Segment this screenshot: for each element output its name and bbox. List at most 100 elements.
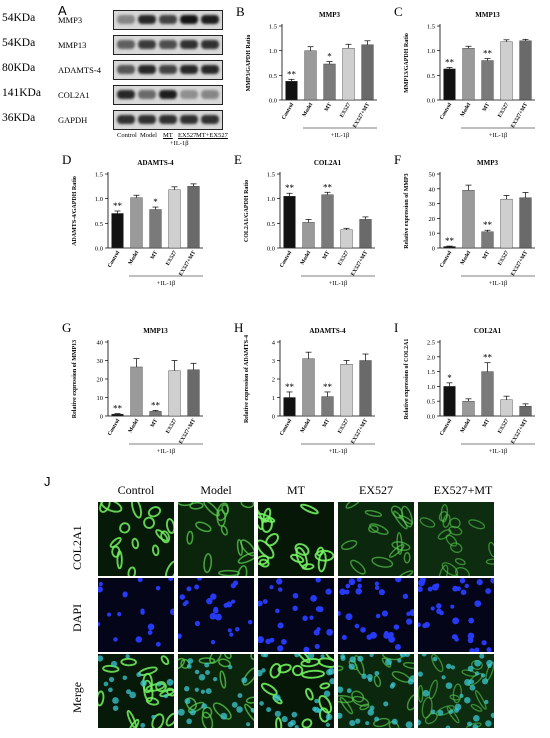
y-tick-label: 0.5 xyxy=(269,73,277,80)
if-nucleus xyxy=(435,583,440,588)
if-cell xyxy=(221,504,229,515)
if-nucleus xyxy=(169,608,174,616)
if-nucleus xyxy=(228,664,233,670)
significance-label: * xyxy=(327,52,332,62)
if-nucleus xyxy=(98,582,103,587)
if-nucleus xyxy=(135,636,143,643)
if-nucleus xyxy=(323,690,331,697)
if-nucleus xyxy=(393,624,400,630)
wb-blot-strip xyxy=(113,85,223,105)
if-nucleus xyxy=(383,701,389,707)
significance-label: ** xyxy=(483,220,493,230)
if-nucleus xyxy=(338,712,343,719)
wb-band xyxy=(159,90,177,99)
if-nucleus xyxy=(273,694,281,702)
if-nucleus xyxy=(108,676,115,683)
if-nucleus xyxy=(112,697,119,704)
wb-blot-strip xyxy=(113,35,223,55)
if-cell xyxy=(236,538,244,556)
if-nucleus xyxy=(390,682,396,687)
if-nucleus xyxy=(325,713,333,721)
if-cell xyxy=(305,687,314,701)
if-cell xyxy=(338,665,344,672)
if-nucleus xyxy=(485,588,492,594)
if-nucleus xyxy=(469,684,476,691)
if-cell xyxy=(371,556,394,568)
if-cell xyxy=(127,718,140,728)
if-nucleus xyxy=(421,654,427,657)
wb-protein-label: COL2A1 xyxy=(58,90,90,100)
if-nucleus xyxy=(303,646,310,652)
bar xyxy=(462,48,475,101)
wb-protein-label: MMP13 xyxy=(58,40,87,50)
y-tick-label: 1.5 xyxy=(427,24,435,31)
if-cell xyxy=(301,669,325,679)
category-label: EX527 xyxy=(497,102,510,119)
if-nucleus xyxy=(200,689,206,694)
category-label: Control xyxy=(439,250,454,269)
if-nucleus xyxy=(184,686,190,692)
bar xyxy=(443,68,456,101)
if-haze xyxy=(178,502,254,576)
y-tick-label: 1.5 xyxy=(95,172,103,179)
if-nucleus xyxy=(294,654,300,658)
if-nucleus xyxy=(292,605,298,612)
if-cell xyxy=(290,553,305,564)
if-nucleus xyxy=(108,687,113,693)
if-cell xyxy=(219,670,227,689)
if-nucleus xyxy=(179,594,186,600)
if-nucleus xyxy=(361,673,367,679)
panel-letter: C xyxy=(394,4,403,19)
if-nucleus xyxy=(261,668,266,673)
wb-band xyxy=(117,115,135,124)
if-nucleus xyxy=(395,578,402,583)
bar xyxy=(168,370,181,417)
if-nucleus xyxy=(236,706,243,713)
category-label: Model xyxy=(300,418,313,434)
bar xyxy=(481,371,494,417)
chart-title: MMP13 xyxy=(475,11,500,19)
bar xyxy=(168,189,181,249)
if-row-label: COL2A1 xyxy=(70,525,84,570)
y-tick-label: 10 xyxy=(97,395,104,402)
if-nucleus xyxy=(231,599,236,604)
if-cell xyxy=(454,558,466,566)
if-cell xyxy=(258,555,270,566)
if-cell xyxy=(452,683,463,704)
wb-band xyxy=(201,65,219,74)
panel-letter: F xyxy=(394,152,401,167)
if-nucleus xyxy=(325,588,332,595)
if-cell xyxy=(435,704,455,717)
if-nucleus xyxy=(155,585,161,591)
if-nucleus xyxy=(277,622,284,629)
if-cell xyxy=(131,537,140,550)
wb-lane-label: MT xyxy=(163,132,173,139)
if-cell xyxy=(102,664,120,673)
bar xyxy=(283,397,296,417)
category-label: Control xyxy=(279,418,294,437)
if-cell xyxy=(396,532,403,555)
if-nucleus xyxy=(269,637,275,643)
y-tick-label: 1.5 xyxy=(427,369,435,376)
if-nucleus xyxy=(469,648,475,652)
if-nucleus xyxy=(147,623,155,631)
if-nucleus xyxy=(315,578,321,583)
category-label: MT xyxy=(482,418,492,429)
if-cell xyxy=(275,717,283,728)
if-cell xyxy=(406,693,414,711)
if-cell xyxy=(245,696,254,704)
if-cell xyxy=(258,558,270,568)
if-nucleus xyxy=(178,708,185,716)
if-row-label: Merge xyxy=(70,681,84,713)
significance-label: ** xyxy=(483,49,493,59)
wb-band xyxy=(201,15,219,24)
panel-letter: I xyxy=(394,320,398,335)
if-cell xyxy=(160,655,170,666)
wb-band xyxy=(159,65,177,74)
if-col2a1-image xyxy=(98,502,174,576)
category-label: Control xyxy=(439,418,454,437)
if-cell xyxy=(403,552,411,564)
wb-treatment-label: +IL-1β xyxy=(170,140,189,147)
if-nucleus xyxy=(189,709,196,716)
if-nucleus xyxy=(391,718,398,725)
